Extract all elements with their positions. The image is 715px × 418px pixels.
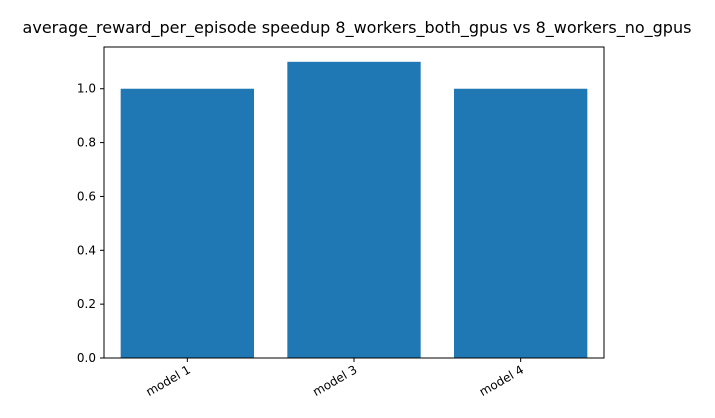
x-tick-label: model 3 [310, 362, 359, 399]
bar-model-4 [454, 88, 588, 358]
y-axis: 0.0 0.2 0.4 0.6 0.8 1.0 [77, 82, 104, 365]
y-tick-label: 0.6 [77, 189, 96, 203]
y-tick-label: 0.0 [77, 351, 96, 365]
x-axis: model 1 model 3 model 4 [144, 358, 526, 399]
chart-title: average_reward_per_episode speedup 8_wor… [23, 18, 692, 38]
bar-group [120, 61, 588, 359]
x-tick-label: model 1 [144, 362, 193, 399]
bar-model-3 [287, 61, 421, 359]
y-tick-label: 0.2 [77, 297, 96, 311]
y-tick-label: 0.4 [77, 243, 96, 257]
axes-spines [103, 46, 605, 359]
bar-model-1 [120, 88, 255, 358]
y-tick-label: 1.0 [77, 82, 96, 96]
plot-frame [103, 46, 605, 359]
x-tick-label: model 4 [477, 362, 526, 399]
y-tick-label: 0.8 [77, 136, 96, 150]
